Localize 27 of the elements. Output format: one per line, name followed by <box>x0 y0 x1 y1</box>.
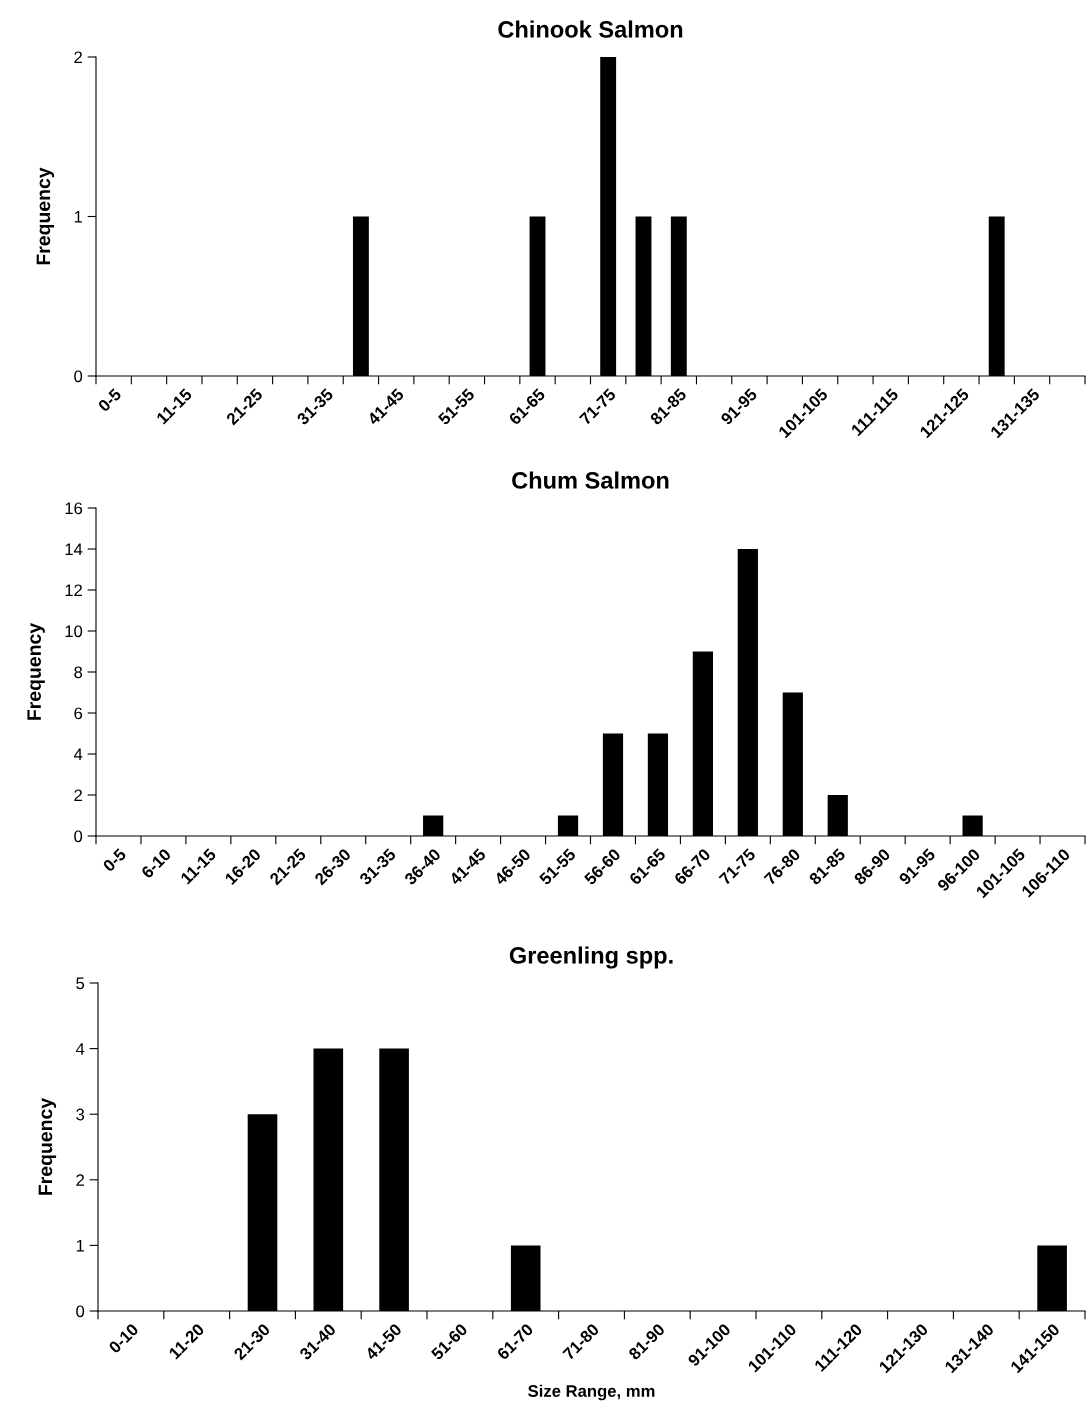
y-tick-label: 1 <box>76 1239 84 1252</box>
y-tick-label: 4 <box>73 748 83 761</box>
x-tick-label: 0-5 <box>97 387 122 413</box>
y-tick-label: 5 <box>76 977 85 990</box>
y-tick-label: 6 <box>74 707 83 720</box>
y-tick-label: 2 <box>74 51 82 64</box>
y-tick-label: 8 <box>74 666 83 679</box>
chart-title: Chum Salmon <box>512 471 669 489</box>
y-tick-label: 0 <box>76 1305 85 1318</box>
y-tick-label: 16 <box>65 502 83 515</box>
chart-title: Greenling spp. <box>509 946 673 969</box>
y-tick-label: 2 <box>74 789 82 802</box>
y-tick-label: 12 <box>65 584 82 597</box>
y-tick-label: 0 <box>74 830 83 843</box>
y-axis-title: Frequency <box>36 167 55 265</box>
y-tick-label: 2 <box>76 1174 84 1186</box>
y-tick-label: 14 <box>65 543 83 556</box>
y-axis-title: Frequency <box>38 1097 57 1195</box>
chart-title: Chinook Salmon <box>498 20 683 38</box>
y-tick-label: 0 <box>74 370 83 383</box>
y-axis-title: Frequency <box>27 622 45 720</box>
y-tick-label: 10 <box>65 625 83 638</box>
x-tick-label: 0-5 <box>102 847 127 873</box>
y-tick-label: 1 <box>74 211 82 223</box>
y-tick-label: 4 <box>75 1043 85 1055</box>
x-axis-title: Size Range, mm <box>528 1384 655 1401</box>
y-tick-label: 3 <box>76 1108 85 1121</box>
